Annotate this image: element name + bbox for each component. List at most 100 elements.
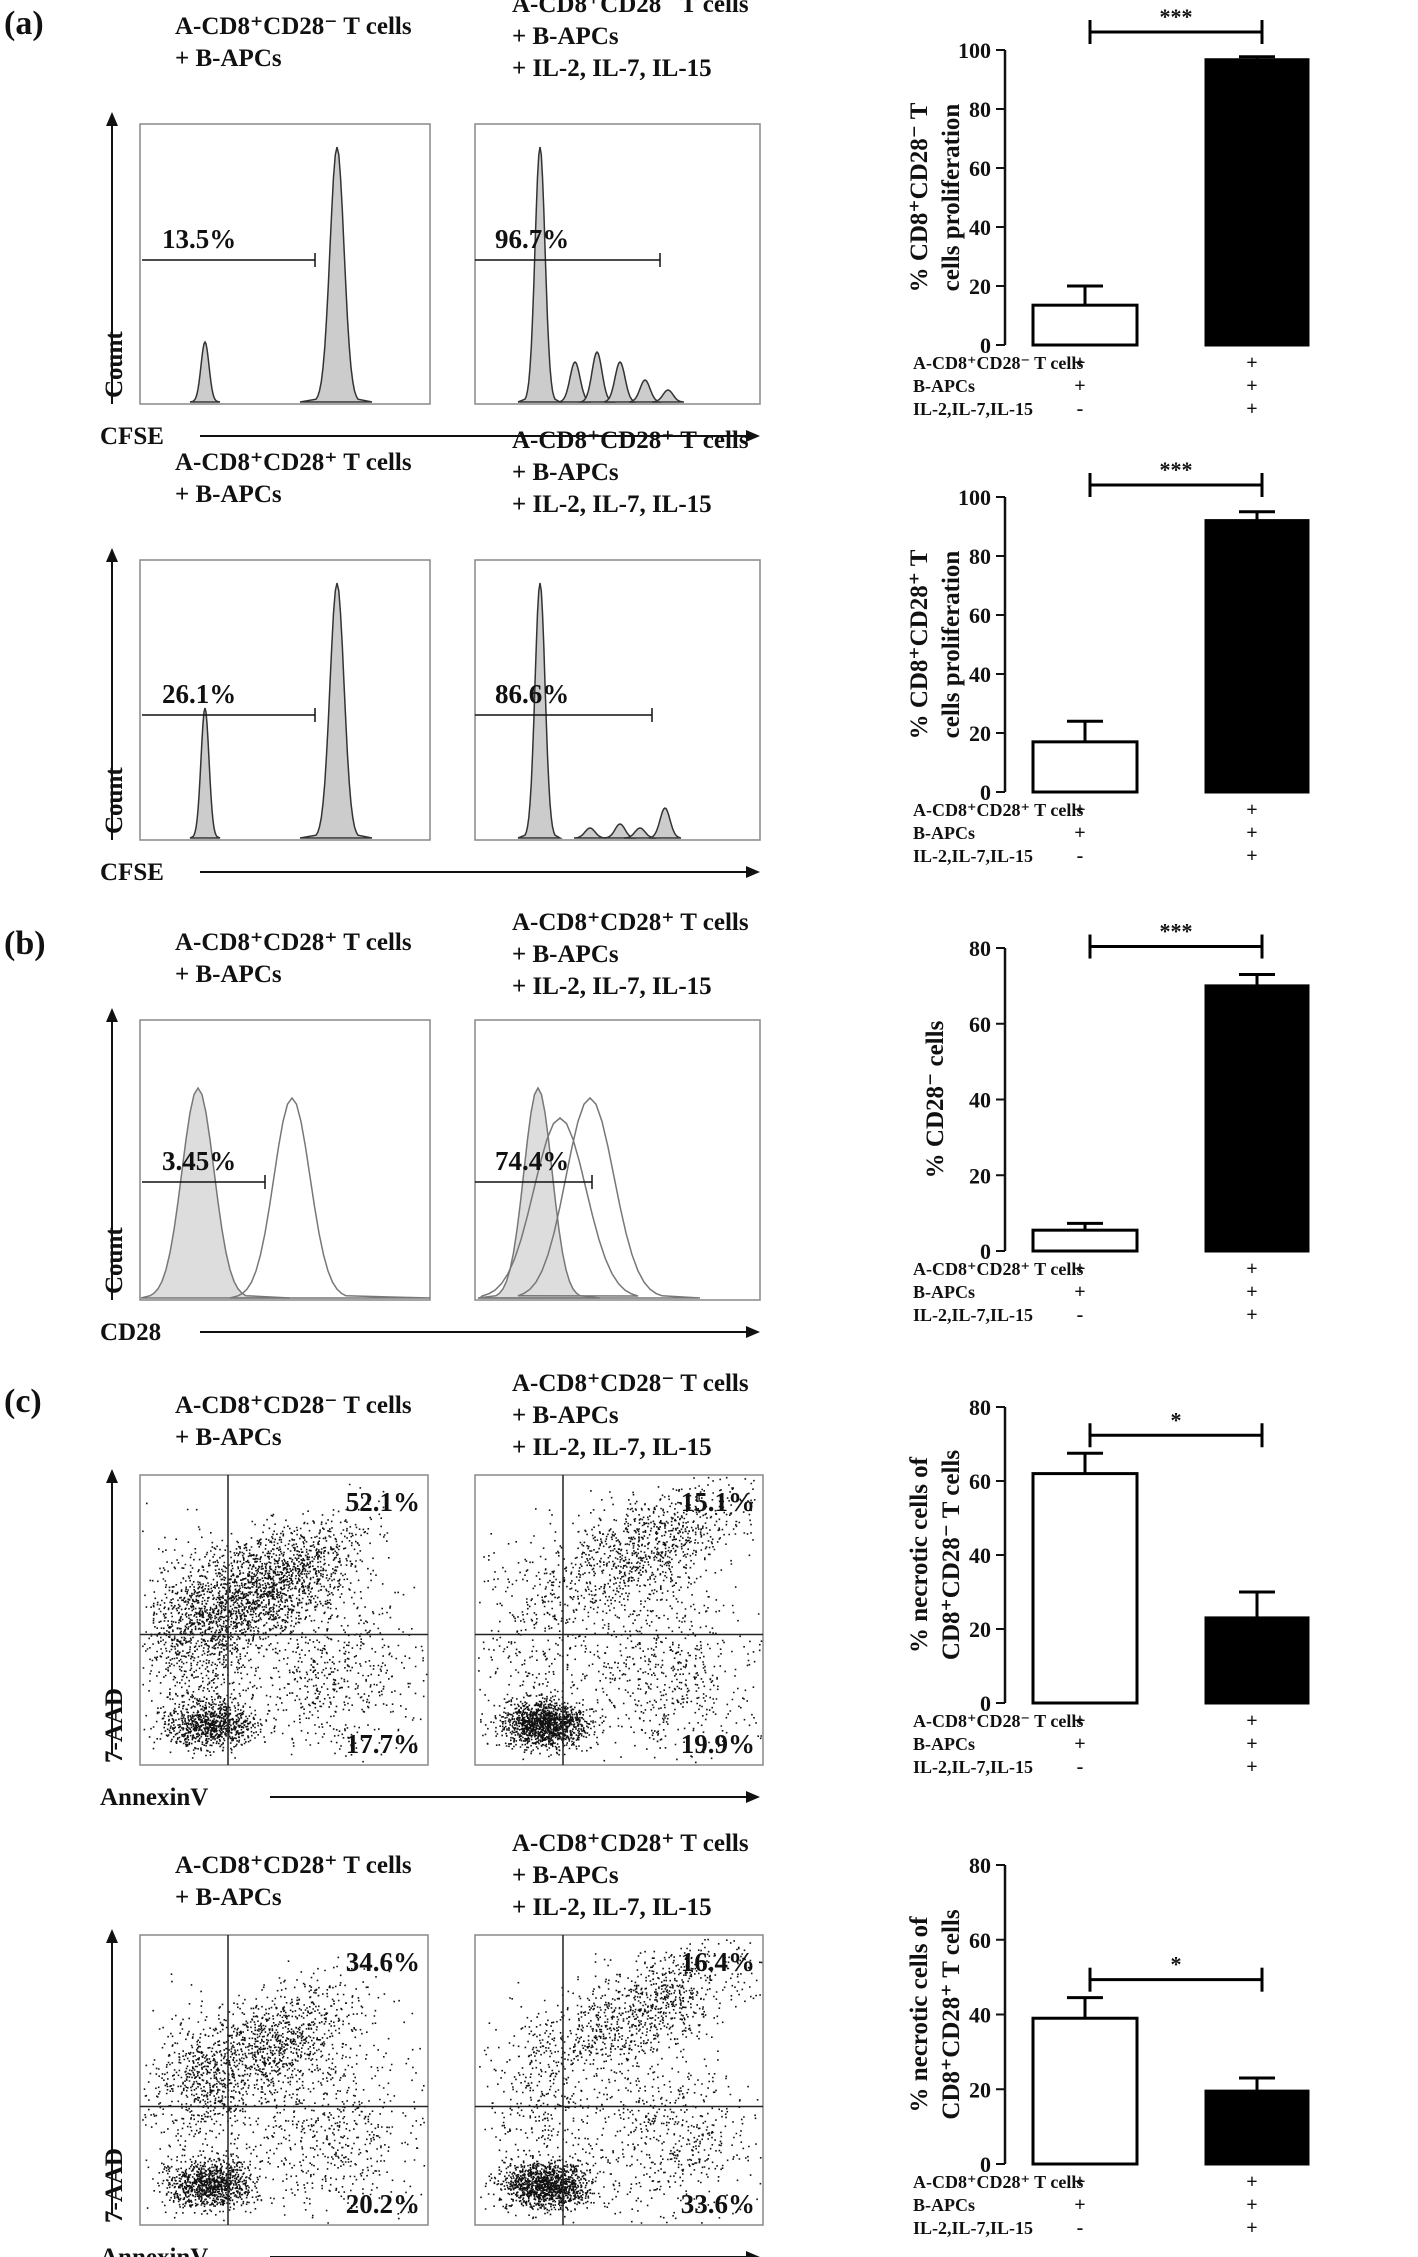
histogram-peak [299, 582, 373, 839]
scatter-dots [478, 1476, 763, 1764]
condition-mark: + [1246, 2171, 1257, 2193]
histogram-peak [578, 350, 616, 403]
gate-left-value: 13.5% [162, 224, 236, 254]
histogram-pair-a1: A-CD8⁺CD28⁻ T cells + B-APCs A-CD8⁺CD28⁻ T… [100, 0, 761, 450]
x-axis-label: AnnexinV [100, 1784, 208, 1811]
significance-marker: *** [1160, 4, 1193, 29]
scatter-pair-c1: A-CD8⁺CD28⁻ T cells + B-APCs A-CD8⁺CD28⁻ T… [100, 1370, 764, 1811]
histogram-peak [299, 146, 373, 403]
bar-y-tick-label: 0 [980, 2152, 991, 2177]
quadrant-lower-right-value: 20.2% [346, 2189, 420, 2219]
condition-row-label: B-APCs [913, 376, 975, 396]
condition-row-label: B-APCs [913, 1282, 975, 1302]
gate-left-value: 26.1% [162, 679, 236, 709]
condition-row-label: A-CD8⁺CD28⁺ T cells [913, 1259, 1083, 1279]
histogram-peak [603, 360, 637, 403]
bar-y-tick-label: 20 [969, 721, 991, 746]
condition-label: + IL-2, IL-7, IL-15 [512, 1894, 712, 1921]
bar-y-tick-label: 20 [969, 274, 991, 299]
condition-label: A-CD8⁺CD28⁺ T cells [512, 909, 749, 936]
bar-y-tick-label: 40 [969, 1543, 991, 1568]
histogram-box-left [139, 1019, 431, 1301]
histogram-peak [189, 340, 221, 403]
histogram-box-right [474, 123, 761, 405]
quadrant-lower-right-value: 19.9% [681, 1729, 755, 1759]
bar-treated [1204, 1616, 1310, 1705]
histogram-pair-a2: A-CD8⁺CD28⁺ T cells + B-APCs A-CD8⁺CD28⁺ T… [100, 427, 761, 886]
significance-marker: * [1171, 1407, 1182, 1432]
condition-label: A-CD8⁺CD28⁺ T cells [512, 1830, 749, 1857]
bar-chart-5: 0 20 40 60 80 % necrotic cells of CD8⁺CD28⁺ T … [906, 1853, 1310, 2239]
condition-row-label: A-CD8⁺CD28⁻ T cells [913, 353, 1083, 373]
bar-y-tick-label: 60 [969, 156, 991, 181]
bar-y-tick-label: 40 [969, 215, 991, 240]
bar-control [1031, 303, 1139, 347]
condition-row-label: B-APCs [913, 2195, 975, 2215]
bar-y-tick-label: 80 [969, 1395, 991, 1420]
scatter-box [474, 1474, 764, 1766]
significance-marker: *** [1160, 919, 1193, 944]
condition-label: + IL-2, IL-7, IL-15 [512, 1434, 712, 1461]
condition-mark: + [1074, 822, 1085, 844]
condition-row-label: B-APCs [913, 823, 975, 843]
condition-mark: + [1246, 1733, 1257, 1755]
scatter-box [139, 1934, 429, 2226]
condition-mark: + [1074, 375, 1085, 397]
condition-label: A-CD8⁺CD28⁻ T cells [175, 1392, 412, 1419]
bar-y-tick-label: 100 [958, 485, 991, 510]
significance-marker: * [1171, 1952, 1182, 1977]
bar-y-axis-label: CD8⁺CD28⁻ T cells [938, 1450, 965, 1660]
histogram-peak [623, 827, 657, 839]
condition-mark: + [1246, 2217, 1257, 2239]
histogram-box-left [139, 123, 431, 405]
histogram-line [478, 1096, 701, 1299]
condition-label: A-CD8⁺CD28⁺ T cells [175, 929, 412, 956]
condition-row-label: IL-2,IL-7,IL-15 [913, 846, 1033, 866]
bar-y-axis-label: cells proliferation [938, 104, 965, 292]
panel-label-b: (b) [4, 925, 46, 962]
condition-mark: + [1074, 1733, 1085, 1755]
bar-y-axis-label: CD8⁺CD28⁺ T cells [938, 1909, 965, 2119]
bar-y-tick-label: 0 [980, 1691, 991, 1716]
condition-mark: + [1074, 1258, 1085, 1280]
histogram-peak [517, 146, 563, 403]
condition-mark: - [1077, 398, 1084, 420]
condition-row-label: IL-2,IL-7,IL-15 [913, 399, 1033, 419]
condition-mark: + [1246, 1281, 1257, 1303]
bar-y-tick-label: 60 [969, 1469, 991, 1494]
arrow-head [746, 430, 760, 442]
histogram-peak [628, 379, 662, 403]
bar-control [1031, 740, 1139, 794]
bar-y-tick-label: 0 [980, 333, 991, 358]
bar-y-tick-label: 40 [969, 2003, 991, 2028]
panel-label-a: (a) [4, 5, 44, 42]
bar-control [1031, 1472, 1139, 1705]
condition-mark: + [1246, 1710, 1257, 1732]
bar-y-tick-label: 80 [969, 1853, 991, 1878]
bar-y-tick-label: 20 [969, 2077, 991, 2102]
condition-label: + IL-2, IL-7, IL-15 [512, 491, 712, 518]
condition-label: + B-APCs [175, 481, 282, 508]
condition-mark: + [1246, 1258, 1257, 1280]
scatter-box [474, 1934, 764, 2226]
quadrant-upper-right-value: 34.6% [346, 1947, 420, 1977]
arrow-head [106, 112, 118, 126]
condition-mark: + [1074, 799, 1085, 821]
bar-y-axis-label: % CD8⁺CD28⁻ T [906, 102, 933, 292]
condition-label: + B-APCs [512, 1862, 619, 1889]
bar-chart-4: 0 20 40 60 80 % necrotic cells of CD8⁺CD28⁻ T … [906, 1395, 1310, 1778]
condition-label: + IL-2, IL-7, IL-15 [512, 973, 712, 1000]
histogram-box-right [474, 559, 761, 841]
condition-mark: + [1074, 2194, 1085, 2216]
condition-mark: + [1246, 375, 1257, 397]
bar-y-tick-label: 60 [969, 603, 991, 628]
condition-row-label: IL-2,IL-7,IL-15 [913, 2218, 1033, 2238]
condition-mark: - [1077, 1756, 1084, 1778]
bar-treated [1204, 984, 1310, 1253]
bar-treated [1204, 2089, 1310, 2166]
quadrant-upper-right-value: 52.1% [346, 1487, 420, 1517]
condition-mark: + [1246, 822, 1257, 844]
arrow-head [746, 866, 760, 878]
